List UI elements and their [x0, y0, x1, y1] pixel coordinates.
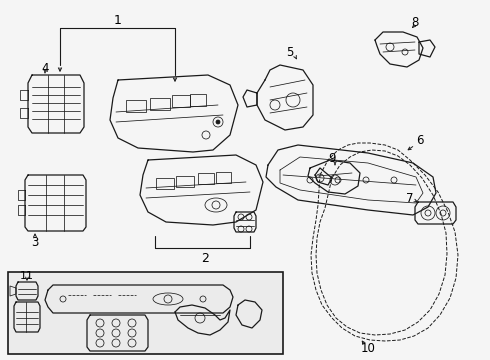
Bar [8, 272, 283, 354]
Bar [198, 173, 214, 184]
Bar [216, 172, 231, 183]
Text: 2: 2 [201, 252, 209, 265]
Bar [176, 176, 194, 187]
Text: 1: 1 [114, 14, 122, 27]
Text: 3: 3 [31, 235, 39, 248]
Bar [150, 98, 170, 110]
Text: 8: 8 [411, 15, 418, 28]
Circle shape [216, 120, 220, 124]
Text: 11: 11 [20, 271, 34, 281]
Bar [126, 100, 146, 112]
Text: 4: 4 [41, 62, 49, 75]
Text: 9: 9 [328, 152, 336, 165]
Text: 5: 5 [286, 45, 294, 59]
Text: 6: 6 [416, 134, 424, 147]
Text: 10: 10 [361, 342, 375, 355]
Text: 7: 7 [406, 192, 414, 204]
Bar [156, 178, 174, 189]
Bar [172, 95, 190, 107]
Bar [190, 94, 206, 106]
